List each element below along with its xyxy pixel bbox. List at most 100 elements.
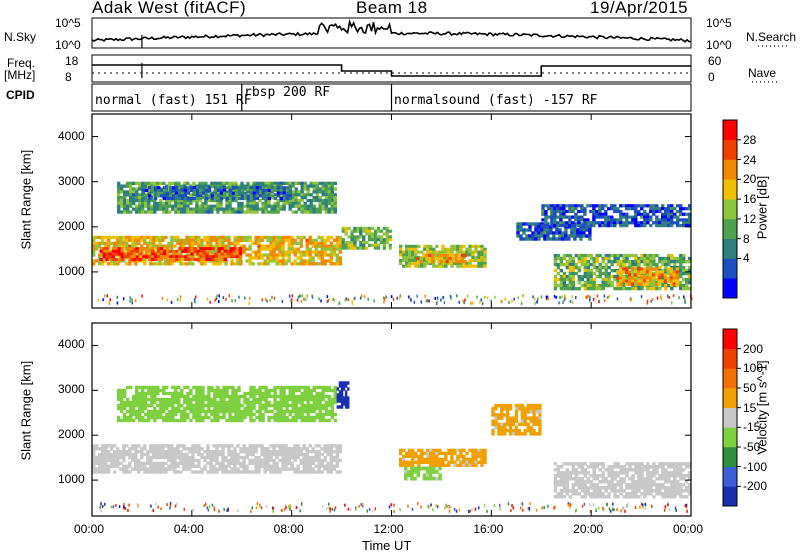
data-cell <box>293 238 297 242</box>
data-cell <box>589 283 593 288</box>
data-cell <box>320 262 324 266</box>
data-cell <box>276 198 280 203</box>
data-cell <box>598 474 602 478</box>
data-cell <box>159 406 163 411</box>
data-cell <box>166 255 170 259</box>
data-cell <box>171 406 175 411</box>
data-cell <box>414 264 418 268</box>
data-cell <box>269 253 273 257</box>
data-cell <box>636 273 641 277</box>
data-cell <box>225 201 229 206</box>
data-cell <box>197 444 201 448</box>
data-cell <box>129 201 133 206</box>
data-cell <box>321 418 325 423</box>
data-cell <box>435 463 439 467</box>
data-cell <box>664 262 668 267</box>
data-cell <box>315 394 319 399</box>
data-cell <box>152 238 156 242</box>
data-cell <box>134 444 138 448</box>
data-cell <box>165 187 169 191</box>
data-cell <box>306 198 310 203</box>
data-cell <box>634 480 638 484</box>
data-cell <box>577 204 581 208</box>
data-cell <box>242 467 246 471</box>
data-cell <box>414 460 418 464</box>
data-cell <box>291 397 295 402</box>
data-cell <box>423 247 427 251</box>
data-cell <box>95 241 99 245</box>
data-cell <box>92 452 96 457</box>
data-cell <box>197 470 201 474</box>
data-cell <box>666 270 670 274</box>
data-cell <box>483 454 487 459</box>
data-cell <box>628 221 632 225</box>
data-cell <box>207 198 211 203</box>
data-cell <box>254 447 258 451</box>
data-cell <box>359 232 363 236</box>
data-cell <box>183 400 187 405</box>
noise-speck <box>264 297 267 301</box>
data-cell <box>210 400 214 405</box>
data-cell <box>619 267 623 271</box>
data-cell <box>450 244 454 248</box>
data-cell <box>107 450 111 454</box>
data-cell <box>188 455 192 460</box>
data-cell <box>619 253 623 258</box>
data-cell <box>278 262 282 266</box>
data-cell <box>318 204 322 208</box>
data-cell <box>180 409 184 414</box>
data-cell <box>574 265 578 270</box>
data-cell <box>642 279 647 283</box>
data-cell <box>116 450 120 454</box>
data-cell <box>559 274 564 279</box>
data-cell <box>628 486 632 490</box>
data-cell <box>327 190 331 194</box>
data-cell <box>411 448 415 453</box>
data-cell <box>276 184 280 188</box>
data-cell <box>195 184 199 188</box>
data-cell <box>173 452 177 457</box>
data-cell <box>254 250 258 254</box>
data-cell <box>275 470 279 474</box>
data-cell <box>132 257 137 261</box>
data-cell <box>574 262 578 267</box>
data-cell <box>120 403 124 408</box>
data-cell <box>228 186 233 190</box>
data-cell <box>588 234 592 238</box>
data-cell <box>640 212 644 216</box>
data-cell <box>480 253 484 257</box>
data-cell <box>228 397 232 402</box>
data-cell <box>604 489 608 493</box>
data-cell <box>165 391 169 396</box>
data-cell <box>637 221 641 225</box>
data-cell <box>471 253 475 257</box>
data-cell <box>288 409 292 414</box>
noise-speck <box>596 294 599 298</box>
data-cell <box>305 253 309 257</box>
data-cell <box>589 253 593 258</box>
data-cell <box>216 204 220 208</box>
data-cell <box>338 450 342 454</box>
data-cell <box>290 450 294 454</box>
data-cell <box>306 397 310 402</box>
data-cell <box>441 264 445 268</box>
data-cell <box>285 400 289 405</box>
data-cell <box>338 384 342 388</box>
data-cell <box>300 394 304 399</box>
data-cell <box>131 238 135 242</box>
data-cell <box>184 247 188 251</box>
data-cell <box>562 477 567 481</box>
data-cell <box>610 274 614 279</box>
data-cell <box>195 186 200 190</box>
noise-speck <box>209 300 211 304</box>
data-cell <box>113 470 117 474</box>
data-cell <box>281 259 285 263</box>
data-cell <box>137 464 141 468</box>
data-cell <box>297 406 301 411</box>
data-cell <box>213 188 218 192</box>
data-cell <box>222 397 226 402</box>
data-cell <box>344 246 348 250</box>
data-cell <box>282 196 286 200</box>
data-cell <box>321 412 325 417</box>
data-cell <box>616 489 620 493</box>
